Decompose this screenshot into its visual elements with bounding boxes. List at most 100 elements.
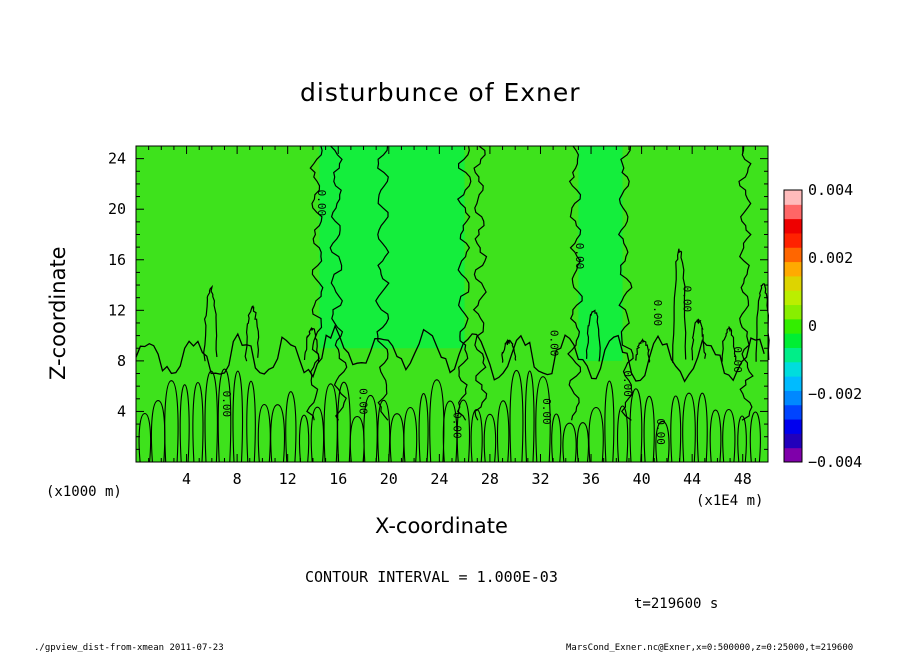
colorbar-swatch: [784, 261, 802, 277]
contour-line: [164, 380, 179, 463]
x-tick-label: 16: [329, 470, 347, 488]
contour-label: 0.00: [654, 418, 667, 445]
chart-title: disturbunce of Exner: [300, 78, 581, 107]
colorbar-swatch: [784, 404, 802, 420]
field-region: [622, 146, 768, 462]
contour-line: [496, 400, 510, 463]
contour-line: [375, 145, 390, 421]
footer-file-spec: MarsCond_Exner.nc@Exner,x=0:500000,z=0:2…: [566, 643, 854, 653]
contour-line: [509, 369, 524, 463]
contour-line: [617, 145, 634, 421]
x-tick-label: 36: [582, 470, 600, 488]
contour-line: [738, 145, 754, 421]
y-axis-label: Z-coordinate: [46, 246, 70, 380]
contour-line: [337, 381, 351, 463]
y-tick-label: 8: [117, 352, 126, 370]
contour-label: 0.00: [548, 330, 561, 357]
contour-line: [672, 248, 687, 363]
contour-line: [135, 324, 765, 383]
x-tick-label: 48: [734, 470, 752, 488]
time-stamp-text: t=219600 s: [634, 596, 719, 612]
colorbar-swatch: [784, 318, 802, 334]
colorbar-swatch: [784, 333, 802, 348]
contour-label: 0.00: [651, 300, 664, 327]
y-tick-label: 20: [108, 200, 126, 218]
contour-line: [244, 305, 260, 362]
colorbar-swatch: [784, 190, 802, 205]
contour-line: [524, 370, 535, 463]
footer-script-name: ./gpview_dist-from-xmean 2011-07-23: [34, 643, 224, 653]
contour-lines: [135, 145, 770, 463]
contour-label: 0.00: [450, 412, 463, 439]
contour-line: [456, 399, 471, 463]
contour-line: [204, 370, 218, 463]
contour-line: [721, 325, 737, 362]
contour-label: 0.00: [573, 243, 586, 270]
x-tick-label: 4: [182, 470, 191, 488]
colorbar-tick-label: −0.004: [808, 453, 862, 471]
contour-line: [456, 145, 472, 421]
colorbar-swatch: [784, 232, 802, 248]
contour-line: [285, 391, 297, 463]
colorbar-tick-label: 0: [808, 317, 817, 335]
contour-line: [403, 406, 418, 463]
contour-line: [203, 284, 218, 362]
contour-line: [643, 395, 655, 463]
x-tick-label: 12: [279, 470, 297, 488]
contour-line: [682, 392, 696, 463]
contour-line: [232, 370, 244, 463]
contour-line: [670, 395, 682, 463]
contour-line: [179, 384, 190, 463]
contour-line: [551, 413, 562, 463]
contour-line: [470, 409, 483, 463]
x-axis-unit-left: (x1000 m): [46, 484, 122, 500]
x-tick-label: 44: [683, 470, 701, 488]
field-fill: [136, 146, 768, 462]
colorbar: 0.004 0.002 0 −0.002 −0.004: [783, 181, 862, 471]
contour-line: [629, 388, 643, 463]
contour-line: [567, 145, 583, 421]
contour-line: [691, 318, 707, 361]
contour-line: [306, 145, 324, 421]
colorbar-swatch: [784, 347, 802, 363]
contour-label: 0.00: [315, 190, 328, 217]
field-region: [136, 146, 320, 462]
contour-label: 0.00: [621, 370, 634, 397]
contour-labels: 0.00 0.00 0.00 0.00 0.00 0.00 0.00 0.00 0.00 0.00…: [220, 190, 744, 445]
colorbar-swatch: [784, 376, 802, 391]
contour-label: 0.00: [731, 346, 744, 373]
contour-line: [192, 381, 204, 463]
x-tick-label: 24: [430, 470, 448, 488]
colorbar-swatch: [784, 247, 802, 263]
colorbar-swatch: [784, 275, 802, 291]
contour-line: [418, 393, 429, 463]
y-tick-label: 24: [108, 150, 126, 168]
contour-label: 0.00: [680, 286, 693, 313]
contour-line: [722, 408, 736, 463]
field-region: [319, 146, 465, 349]
colorbar-swatch: [784, 218, 802, 234]
contour-line: [377, 399, 391, 463]
x-tick-label: 28: [481, 470, 499, 488]
contour-line: [329, 145, 348, 421]
field-region: [578, 146, 623, 361]
contour-line: [749, 411, 761, 463]
colorbar-swatch: [784, 419, 802, 434]
contour-line: [535, 376, 551, 463]
y-tick-label: 4: [117, 402, 126, 420]
colorbar-tick-label: 0.004: [808, 181, 853, 199]
colorbar-swatch: [784, 447, 802, 463]
contour-label: 0.00: [357, 388, 370, 415]
contour-line: [585, 309, 601, 362]
contour-line: [562, 422, 577, 463]
colorbar-swatch: [784, 204, 802, 220]
contour-line: [604, 380, 615, 463]
x-axis-unit-right: (x1E4 m): [696, 493, 764, 509]
x-tick-label: 8: [233, 470, 242, 488]
contour-line: [588, 406, 604, 463]
colorbar-swatch: [784, 433, 802, 449]
contour-line: [138, 412, 152, 463]
contour-line: [270, 404, 286, 463]
contour-line: [635, 338, 651, 363]
